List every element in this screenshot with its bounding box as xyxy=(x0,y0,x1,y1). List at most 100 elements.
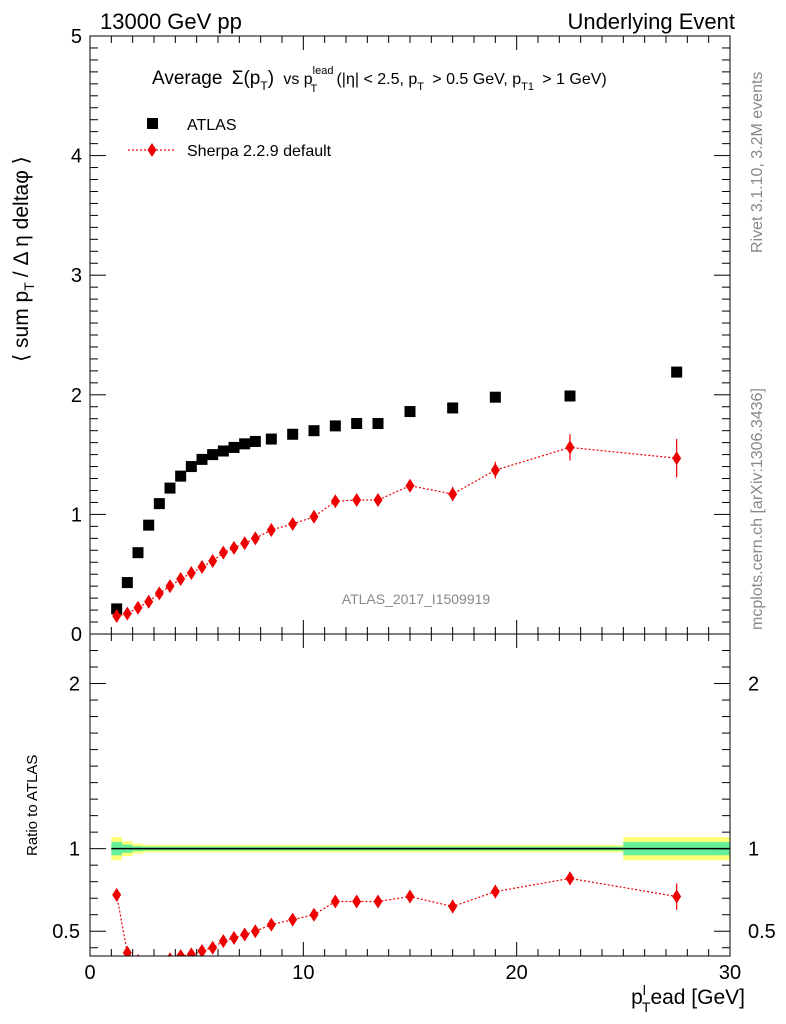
atlas-point xyxy=(196,453,208,465)
x-label-sub: T xyxy=(642,999,651,1015)
sherpa-point xyxy=(565,440,575,455)
ratio-sherpa-point xyxy=(288,912,298,927)
atlas-point xyxy=(404,406,416,418)
main-frame xyxy=(89,35,731,635)
ratio-sherpa-point xyxy=(352,894,362,909)
sherpa-point xyxy=(208,554,218,569)
ratio-y-tick-label: 0.5 xyxy=(52,921,80,943)
ratio-sherpa-point xyxy=(144,957,153,971)
sherpa-point xyxy=(672,451,682,466)
sherpa-point xyxy=(405,478,415,493)
sherpa-point xyxy=(133,600,143,615)
ratio-y-tick-label: 1 xyxy=(69,839,80,861)
title-rest-1: (|η| < 2.5, p xyxy=(336,71,417,88)
ratio-y-tick-label: 2 xyxy=(69,674,80,696)
ratio-sherpa-point xyxy=(229,930,239,945)
atlas-point xyxy=(564,390,576,402)
x-tick-label: 20 xyxy=(506,962,528,984)
title-sigma: Σ(p xyxy=(232,68,261,89)
sherpa-point xyxy=(250,531,260,546)
ratio-sherpa-point xyxy=(250,924,260,939)
rivet-label: Rivet 3.1.10, 3.2M events xyxy=(749,72,766,253)
atlas-point xyxy=(671,366,683,378)
title-vs: vs p xyxy=(283,71,312,88)
ratio-sherpa-point xyxy=(218,934,228,949)
x-label-sup: l xyxy=(643,982,646,998)
legend-sherpa-label: Sherpa 2.2.9 default xyxy=(187,143,332,160)
ratio-sherpa-point xyxy=(490,884,500,899)
title-vs-sub-t: T xyxy=(310,83,317,95)
main-series xyxy=(111,366,683,624)
ratio-sherpa-point xyxy=(240,927,250,942)
title-close: ) xyxy=(268,68,274,89)
atlas-point xyxy=(217,445,229,457)
sherpa-point xyxy=(154,586,164,601)
ratio-sherpa-point xyxy=(565,871,575,886)
main-y-label: ⟨ sum pT / Δ η deltaφ ⟩ xyxy=(10,156,37,362)
atlas-point xyxy=(228,441,240,453)
main-y-tick-labels: 0 1 2 3 4 5 xyxy=(71,26,82,646)
ratio-sherpa-point xyxy=(208,940,218,955)
legend: ATLAS Sherpa 2.2.9 default xyxy=(128,117,332,160)
ratio-sherpa-point xyxy=(330,894,340,909)
ratio-y-tick-label-right: 0.5 xyxy=(748,921,776,943)
x-axis-label: pl Tead [GeV] xyxy=(631,982,745,1015)
title-average: Average xyxy=(152,68,222,89)
sherpa-point xyxy=(373,493,383,508)
ratio-sherpa-point xyxy=(159,955,160,956)
atlas-point xyxy=(164,482,176,494)
sherpa-point xyxy=(165,579,175,594)
sherpa-point xyxy=(240,536,250,551)
x-tick-label: 10 xyxy=(292,962,314,984)
sherpa-point xyxy=(229,540,239,555)
ratio-sherpa-point xyxy=(122,945,132,956)
ratio-panel: 0.5 0.5 1 1 2 2 0 10 20 30 Ratio to ATLAS pl Tead… xyxy=(24,633,776,1015)
mcplots-label: mcplots.cern.ch [arXiv:1306.3436] xyxy=(749,388,766,630)
watermark: ATLAS_2017_I1509919 xyxy=(342,591,491,607)
main-y-tick-label: 1 xyxy=(71,504,82,526)
atlas-point xyxy=(121,577,133,589)
atlas-point xyxy=(185,461,197,473)
title-lead-sup: lead xyxy=(313,65,334,77)
sherpa-point xyxy=(352,493,362,508)
title-rest-2: > 0.5 GeV, p xyxy=(432,71,521,88)
title-rest-3: > 1 GeV) xyxy=(542,71,606,88)
ratio-ticks xyxy=(89,634,731,956)
ratio-sherpa-point xyxy=(309,907,319,922)
sherpa-point xyxy=(218,545,228,560)
ratio-x-tick-labels: 0 10 20 30 xyxy=(84,962,741,984)
atlas-point xyxy=(265,433,277,445)
atlas-point xyxy=(175,470,187,482)
atlas-point xyxy=(287,428,299,440)
ratio-sherpa-point xyxy=(186,947,196,956)
title-rest-sub-t: T xyxy=(417,81,424,93)
atlas-point xyxy=(308,425,320,437)
ratio-y-tick-labels: 0.5 0.5 1 1 2 2 xyxy=(52,674,776,944)
ratio-frame xyxy=(89,633,731,957)
sherpa-point xyxy=(309,509,319,524)
atlas-point xyxy=(207,449,219,461)
x-label-main: p xyxy=(631,986,643,1009)
ratio-series xyxy=(112,871,682,971)
ratio-sherpa-point xyxy=(112,887,122,902)
ratio-sherpa-point xyxy=(197,944,207,956)
ratio-y-tick-label-right: 2 xyxy=(748,674,759,696)
sherpa-point xyxy=(197,560,207,575)
ratio-y-tick-label-right: 1 xyxy=(748,839,759,861)
x-tick-label: 30 xyxy=(719,962,741,984)
ratio-y-label: Ratio to ATLAS xyxy=(24,755,41,856)
atlas-point xyxy=(372,418,384,430)
sherpa-point xyxy=(330,494,340,509)
atlas-point xyxy=(249,435,261,447)
atlas-point xyxy=(132,547,144,559)
atlas-point xyxy=(329,420,341,432)
header-left: 13000 GeV pp xyxy=(100,9,242,34)
ratio-sherpa-point xyxy=(373,894,383,909)
ratio-sherpa-point xyxy=(136,953,140,956)
x-label-rest: ead [GeV] xyxy=(650,986,745,1009)
ratio-sherpa-group xyxy=(112,871,682,971)
y-label-sub: T xyxy=(21,282,37,291)
atlas-point xyxy=(447,402,459,414)
